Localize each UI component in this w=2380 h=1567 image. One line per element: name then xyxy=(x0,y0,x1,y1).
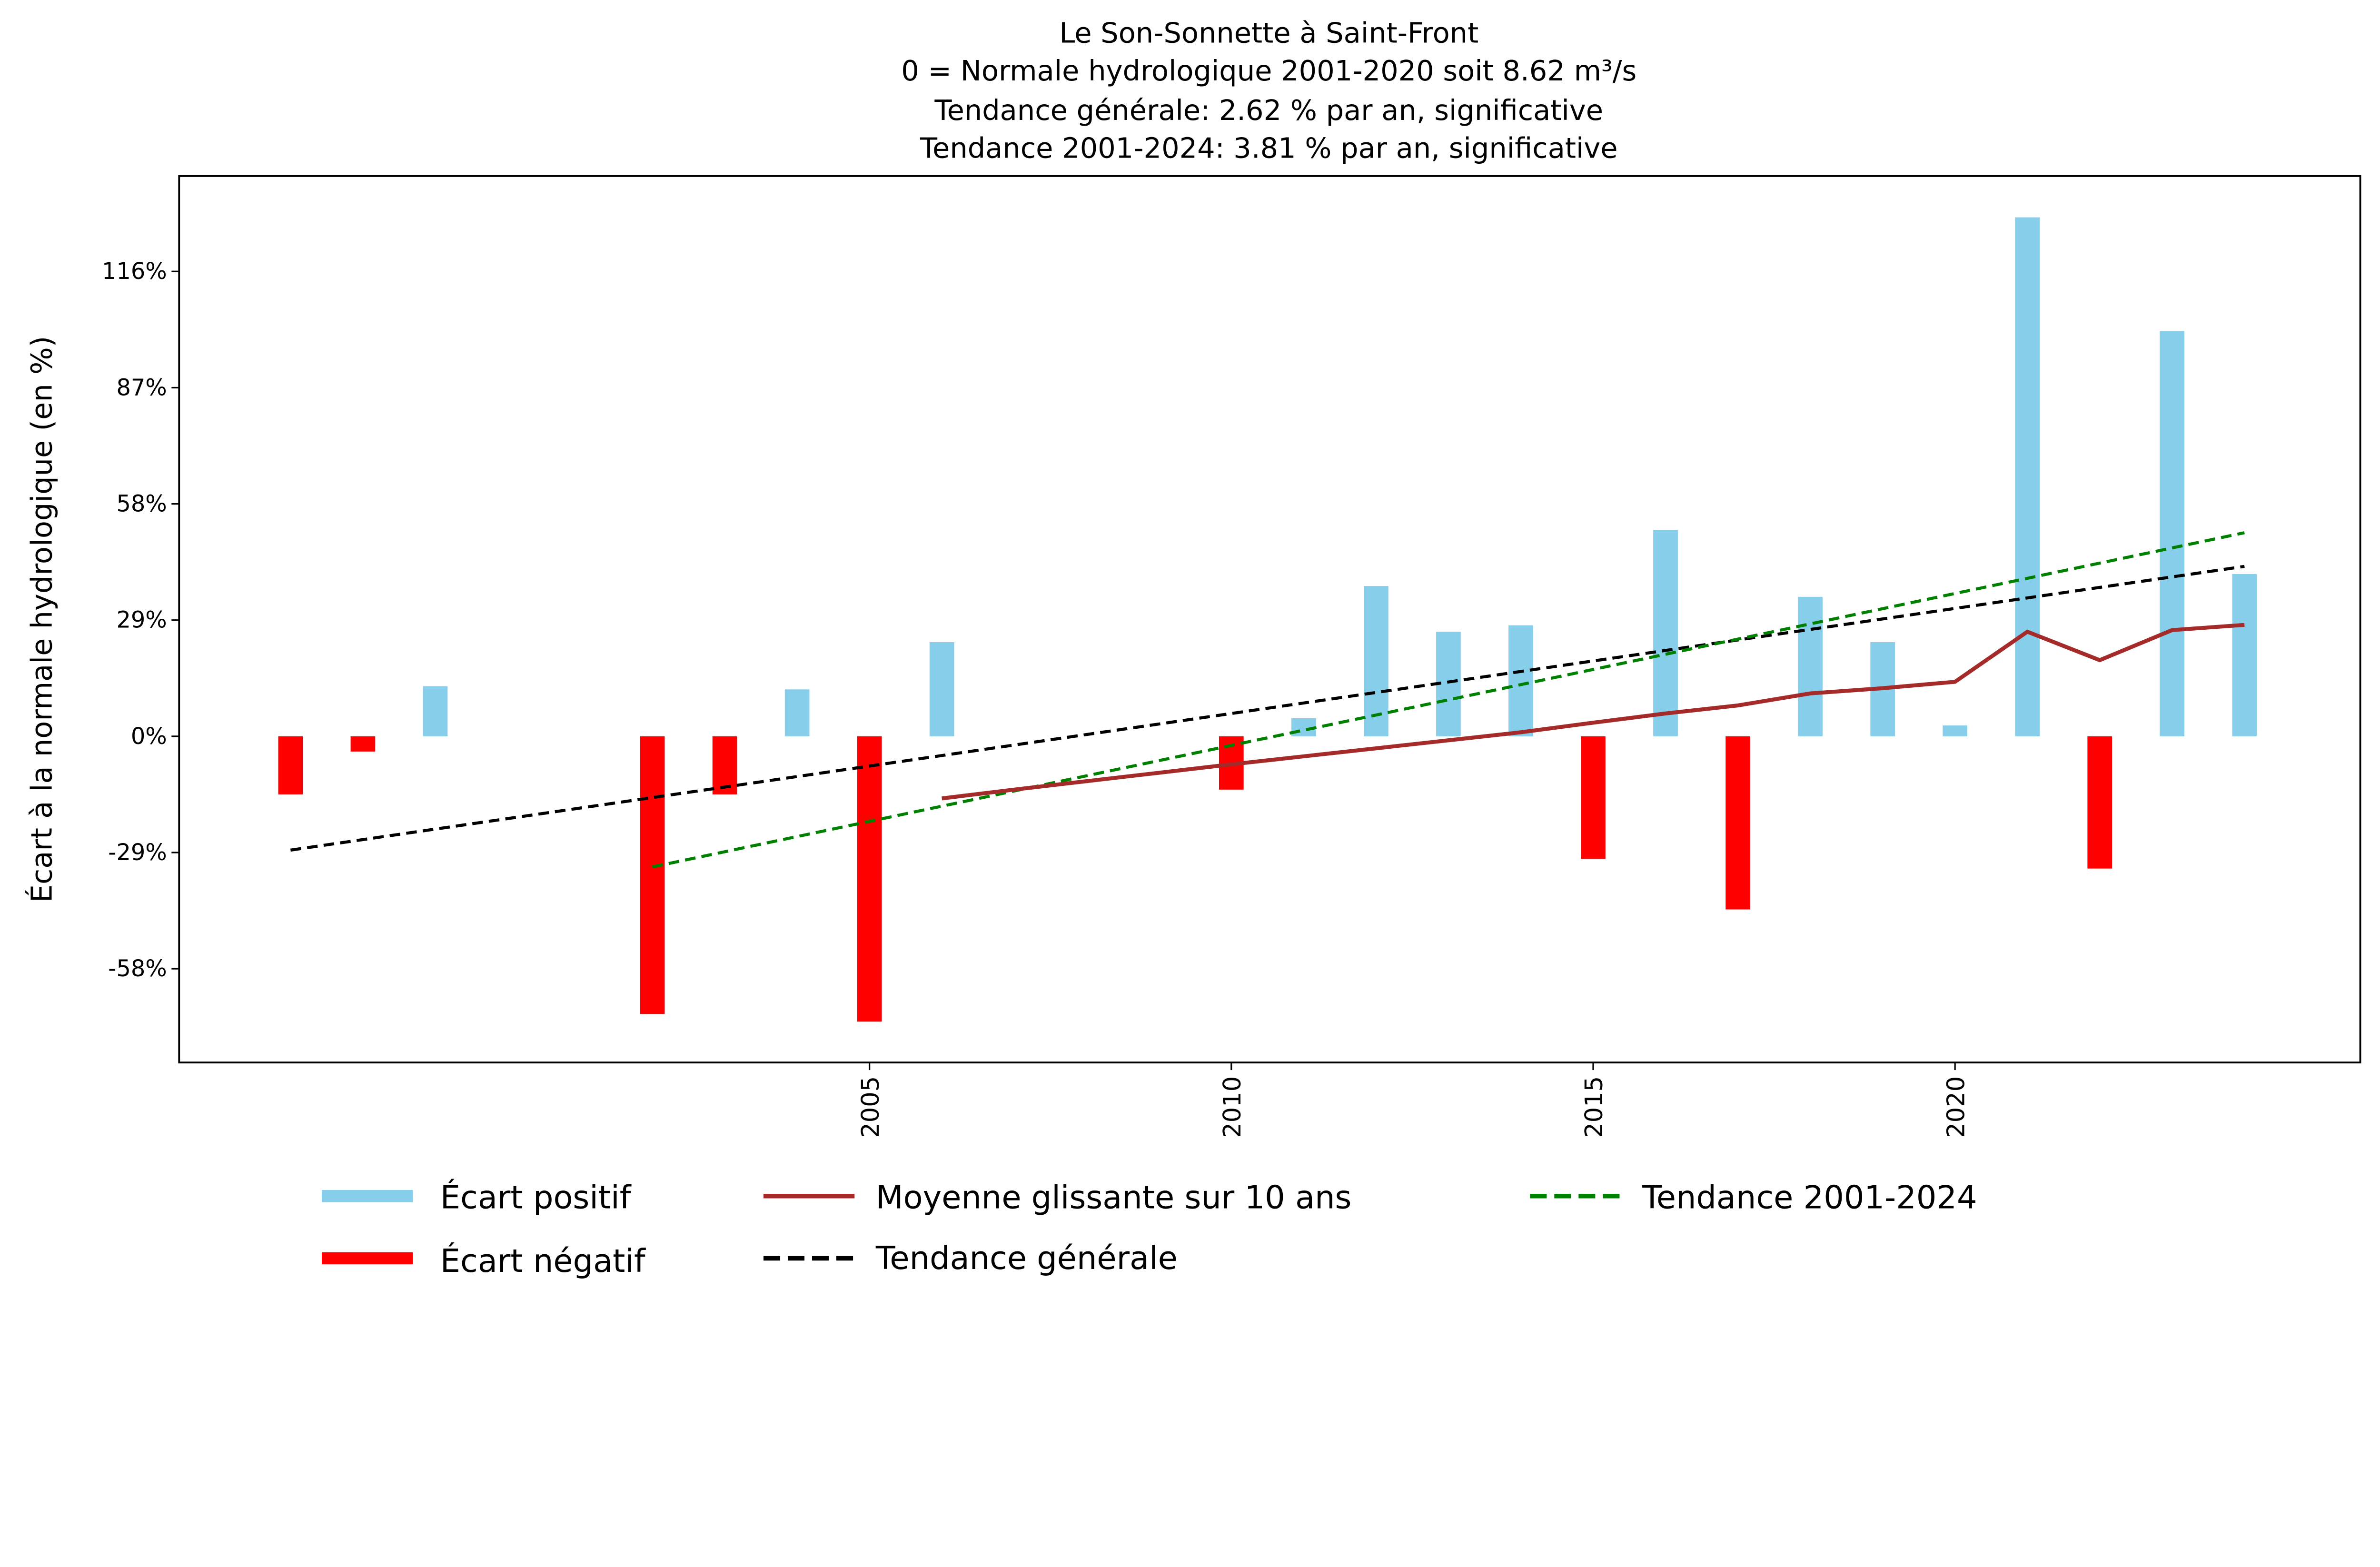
bar-negative xyxy=(1581,736,1606,859)
chart-title-line-3: Tendance générale: 2.62 % par an, signif… xyxy=(934,94,1603,127)
x-tick-label: 2010 xyxy=(1219,1076,1247,1138)
y-tick-label: 0% xyxy=(131,724,167,750)
moving-average-line xyxy=(942,623,2245,801)
axes-frame xyxy=(178,175,2361,1064)
bar-positive xyxy=(1798,596,1823,736)
x-tick-label: 2005 xyxy=(857,1076,885,1138)
legend-label-moving-average: Moyenne glissante sur 10 ans xyxy=(876,1179,1352,1216)
chart-title-line-4: Tendance 2001-2024: 3.81 % par an, signi… xyxy=(920,132,1618,165)
bar-positive xyxy=(2232,574,2257,736)
chart-title-line-2: 0 = Normale hydrologique 2001-2020 soit … xyxy=(901,54,1636,87)
y-tick-label: 87% xyxy=(116,375,167,401)
bar-positive xyxy=(1943,725,1967,736)
bar-negative xyxy=(857,736,882,1022)
y-tick-label: 116% xyxy=(102,258,167,285)
chart: Le Son-Sonnette à Saint-Front 0 = Normal… xyxy=(0,0,2380,1317)
bar-positive xyxy=(1364,586,1388,736)
bar-positive xyxy=(1653,530,1678,736)
legend-label-trend-general: Tendance générale xyxy=(875,1240,1178,1277)
bar-positive xyxy=(784,689,810,736)
bar-negative xyxy=(640,736,665,1014)
bar-positive xyxy=(423,686,448,736)
background xyxy=(0,0,2380,1317)
y-axis-label: Écart à la normale hydrologique (en %) xyxy=(24,336,59,903)
x-tick-label: 2015 xyxy=(1580,1076,1608,1138)
legend-label-trend-2001: Tendance 2001-2024 xyxy=(1642,1179,1977,1216)
x-tick-label: 2020 xyxy=(1942,1076,1970,1138)
bar-negative xyxy=(1726,736,1750,910)
trend-general-line xyxy=(290,565,2245,852)
legend-label-positive: Écart positif xyxy=(440,1178,632,1216)
bar-negative xyxy=(350,736,376,752)
legend: Écart positif Écart négatif Moyenne glis… xyxy=(322,1178,1977,1279)
bar-positive xyxy=(2015,217,2040,736)
y-tick-label: 58% xyxy=(116,491,167,517)
bar-positive xyxy=(2160,331,2185,736)
legend-label-negative: Écart négatif xyxy=(440,1242,646,1279)
chart-title-line-1: Le Son-Sonnette à Saint-Front xyxy=(1059,16,1478,49)
trend-2001-line xyxy=(652,531,2245,869)
y-tick-label: -58% xyxy=(108,956,167,982)
axis-ticks: -58% -29% 0% 29% 58% 87% 116% 2005 2010 2015 2020 xyxy=(102,258,1970,1138)
y-tick-label: -29% xyxy=(108,840,167,866)
bar-negative xyxy=(712,736,737,794)
bar-negative xyxy=(2087,736,2112,869)
bar-positive xyxy=(929,642,954,736)
bar-negative xyxy=(278,736,303,794)
plot-area xyxy=(278,217,2257,1022)
y-tick-label: 29% xyxy=(116,607,167,634)
bar-positive xyxy=(1508,625,1533,736)
